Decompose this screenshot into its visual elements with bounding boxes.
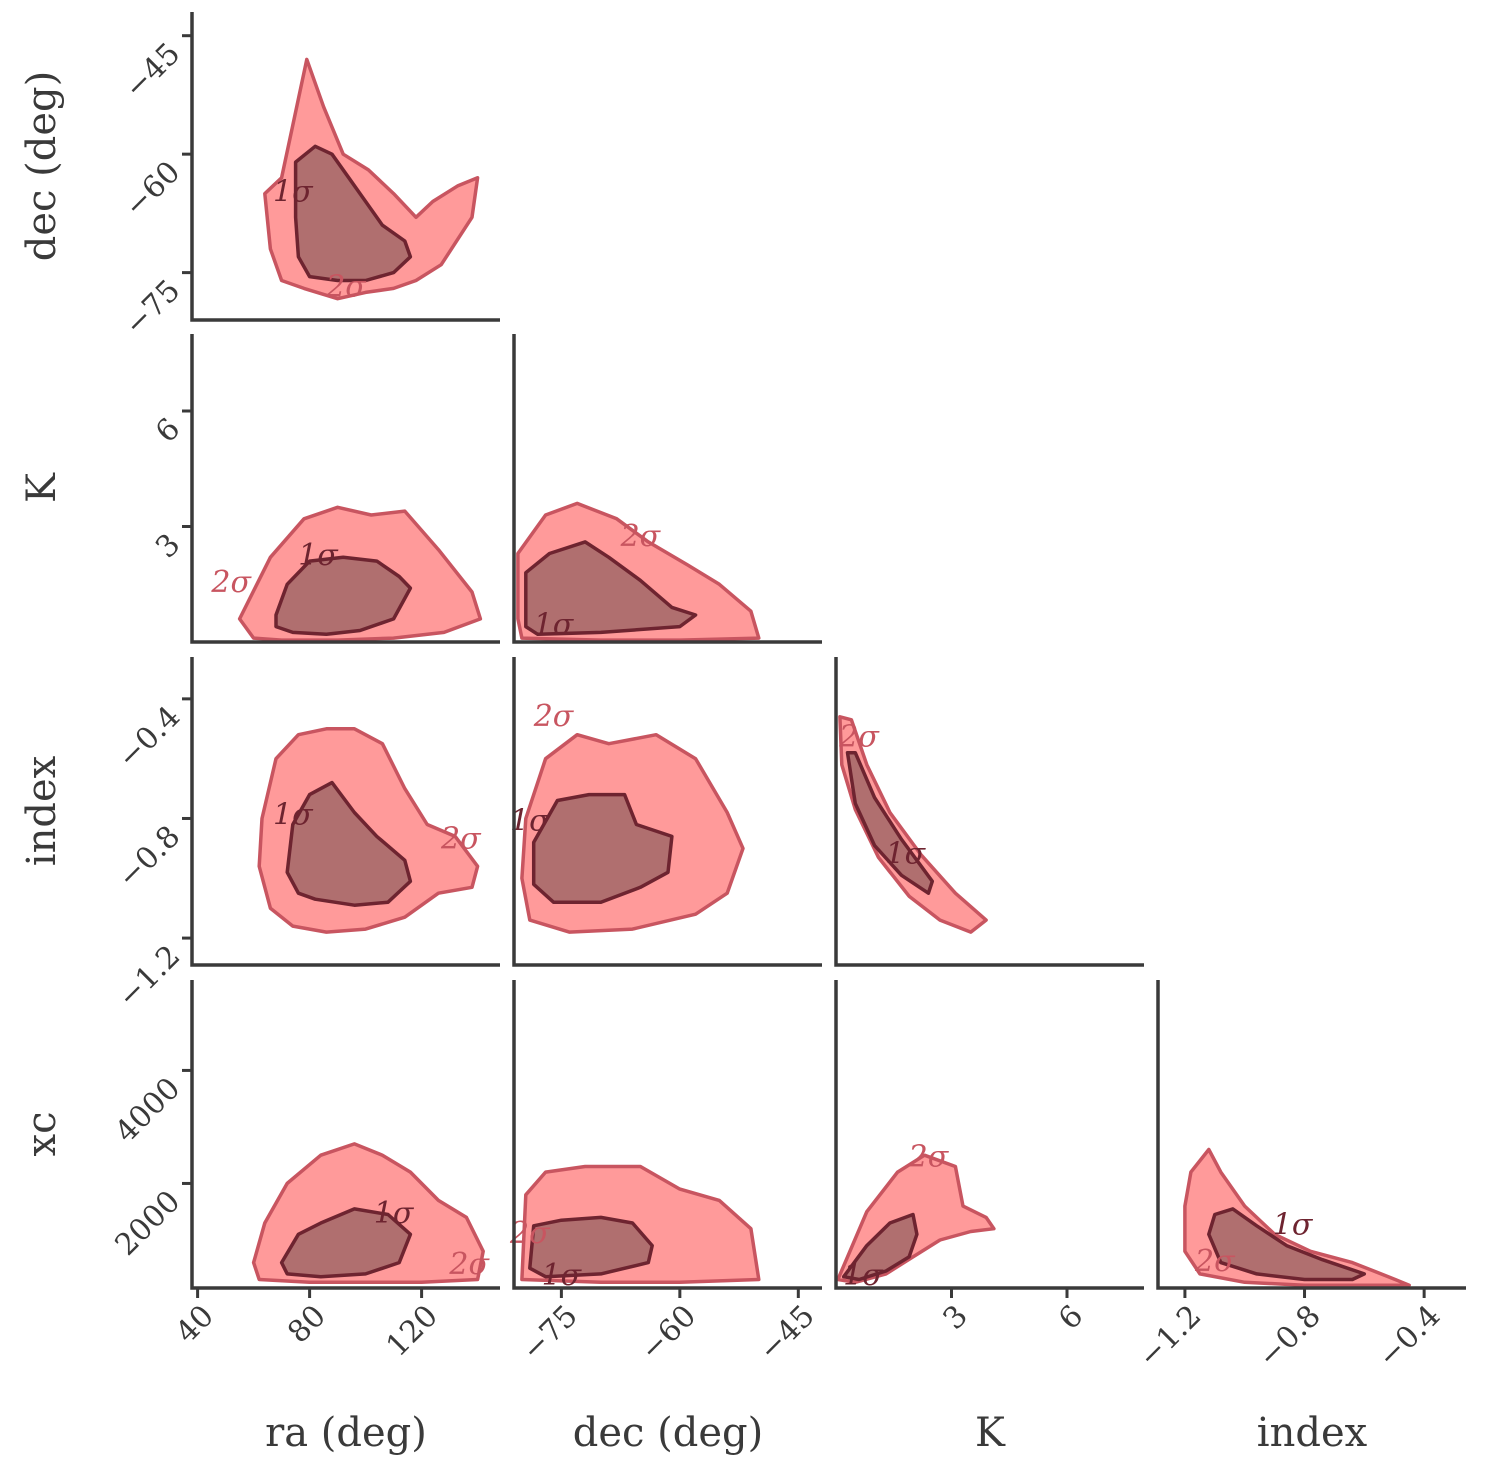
y-tick-label: −1.2 (111, 939, 187, 1015)
x-tick-label: −0.4 (1371, 1299, 1447, 1375)
x-tick-label: 6 (1052, 1299, 1090, 1337)
sigma-label-1: 1σ (298, 538, 339, 573)
contour-1sigma (841, 1212, 919, 1282)
contour-1sigma (845, 750, 935, 895)
axis-spine (190, 12, 500, 322)
sigma-label-2: 2σ (1194, 1244, 1236, 1279)
contour-1sigma (279, 1207, 413, 1279)
axis-spine (512, 657, 822, 967)
x-tick-label: 3 (937, 1299, 975, 1337)
sigma-label-2: 2σ (908, 1139, 950, 1174)
sigma-label-1: 1σ (374, 1196, 415, 1231)
contour-1sigma (1207, 1207, 1367, 1282)
panel-ra-vs-index: 1σ 2σ (190, 657, 500, 967)
sigma-label-1: 1σ (273, 797, 314, 832)
sigma-label-1: 1σ (510, 803, 551, 838)
y-tick-label: −60 (118, 155, 188, 225)
axis-spine (834, 657, 1144, 967)
axis-spine (190, 657, 500, 967)
x-tick-label: 80 (281, 1299, 333, 1351)
sigma-label-1: 1σ (273, 175, 314, 210)
contour-1sigma (285, 780, 413, 907)
x-tick-label: −0.8 (1252, 1299, 1328, 1375)
x-axis-label-dec: dec (deg) (573, 1410, 764, 1456)
x-tick-label: −75 (515, 1299, 585, 1369)
sigma-label-2: 2σ (325, 269, 367, 304)
sigma-label-2: 2σ (210, 565, 252, 600)
sigma-label-2: 2σ (620, 519, 662, 554)
y-axis-label-dec: dec (deg) (19, 71, 65, 262)
x-tick-label: −60 (634, 1299, 704, 1369)
x-axis-label-index: index (1257, 1410, 1368, 1456)
y-axis-label-K: K (19, 472, 65, 503)
panel-dec-vs-index: 1σ 2σ (510, 657, 822, 967)
y-tick-label: 3 (149, 527, 187, 565)
panel-ra-vs-dec: 1σ 2σ (190, 12, 500, 322)
sigma-label-2: 2σ (448, 1247, 490, 1282)
axis-spine (834, 980, 1144, 1290)
y-tick-label: 4000 (109, 1071, 188, 1150)
y-tick-label: −75 (118, 273, 188, 343)
y-axis-label-xc: xc (19, 1112, 65, 1157)
sigma-label-2: 2σ (440, 821, 482, 856)
contour-1sigma (274, 555, 413, 637)
sigma-label-1: 1σ (886, 836, 927, 871)
y-tick-label: −0.8 (111, 819, 187, 895)
axis-spine (190, 980, 500, 1290)
y-tick-label: 2000 (109, 1184, 188, 1263)
sigma-label-2: 2σ (533, 699, 575, 734)
x-tick-label: 120 (380, 1299, 445, 1364)
panel-ra-vs-K: 1σ 2σ (190, 334, 500, 644)
sigma-label-1: 1σ (1273, 1207, 1314, 1242)
x-tick-label: 40 (169, 1299, 221, 1351)
x-tick-label: −1.2 (1132, 1299, 1208, 1375)
y-tick-label: −45 (118, 36, 188, 106)
axis-spine (512, 980, 822, 1290)
sigma-label-2: 2σ (509, 1216, 551, 1251)
axis-spine (1156, 980, 1466, 1290)
y-tick-label: −0.4 (111, 699, 187, 775)
x-axis-label-K: K (975, 1410, 1006, 1456)
panel-K-vs-index: 1σ 2σ (834, 657, 1144, 967)
y-tick-label: 6 (149, 412, 187, 450)
x-tick-label: −45 (752, 1299, 822, 1369)
contour-1sigma (528, 1215, 654, 1279)
panel-ra-vs-xc: 1σ 2σ (190, 980, 500, 1290)
axis-spine (512, 334, 822, 644)
y-axis-label-index: index (19, 755, 65, 866)
contour-1sigma (531, 792, 674, 904)
sigma-label-2: 2σ (838, 720, 880, 755)
panel-dec-vs-K: 1σ 2σ (512, 334, 822, 644)
contour-1sigma (524, 540, 698, 637)
sigma-label-1: 1σ (534, 607, 575, 642)
contour-1sigma (293, 144, 413, 283)
panel-index-vs-xc: 1σ 2σ (1156, 980, 1466, 1290)
axis-spine (190, 334, 500, 644)
x-axis-label-ra: ra (deg) (265, 1410, 427, 1456)
